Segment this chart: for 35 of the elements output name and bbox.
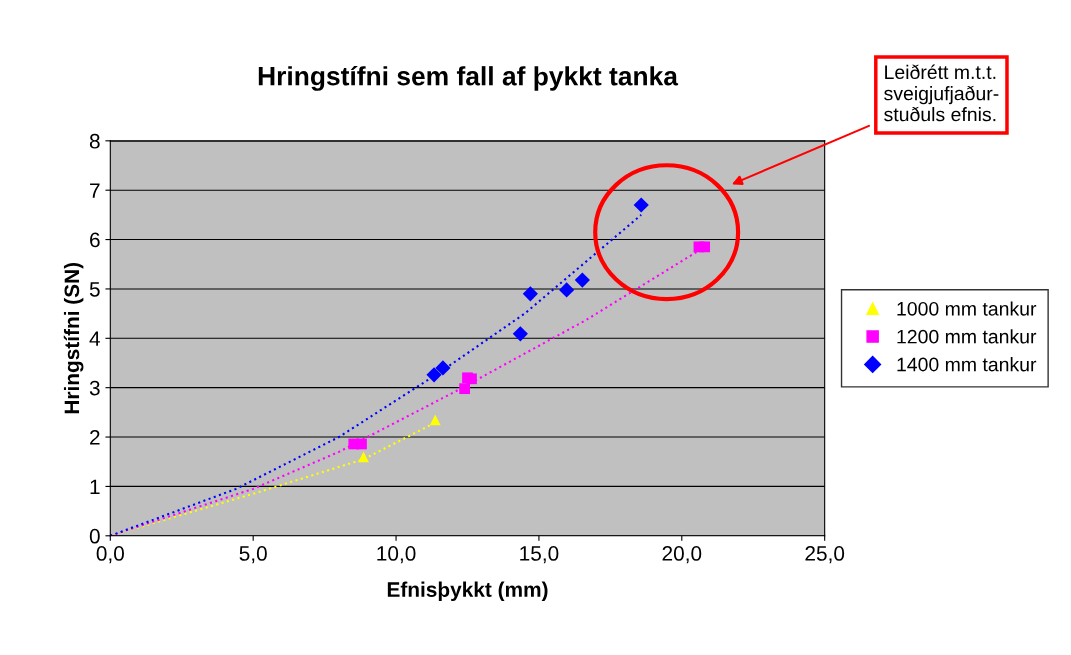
- point: [358, 451, 369, 463]
- x-axis-title: Efnisþykkt (mm): [387, 581, 548, 602]
- y-axis-title: Hringstífni (SN): [63, 262, 84, 414]
- y-tick-label: 3: [89, 380, 100, 396]
- x-tick-label: 10,0: [377, 546, 416, 564]
- text: Leiðrétt m.t.t. sveigjufjaður- stuðuls efnis.: [884, 64, 999, 122]
- point: [512, 326, 528, 342]
- x-tick-label: 25,0: [805, 546, 845, 564]
- point: [559, 282, 575, 298]
- point: [699, 241, 711, 253]
- x-tick-label: 5,0: [239, 546, 267, 564]
- point: [522, 286, 538, 302]
- y-tick-label: 6: [90, 232, 100, 248]
- point: [429, 414, 441, 426]
- point: [633, 197, 649, 213]
- x-tick-label: 20,0: [662, 546, 702, 564]
- y-tick-label: 1: [90, 479, 100, 494]
- legend-label: 1000 mm tankur: [897, 301, 1037, 316]
- y-tick-label: 2: [90, 430, 100, 445]
- x-tick-label: 15,0: [520, 546, 559, 564]
- point: [426, 367, 442, 383]
- legend-label: 1200 mm tankur: [897, 329, 1037, 344]
- point: [435, 360, 451, 376]
- x-tick-label: 0,0: [96, 546, 124, 564]
- point: [459, 383, 471, 395]
- y-tick-label: 5: [89, 282, 100, 297]
- y-tick-label: 0: [89, 528, 100, 544]
- y-tick-label: 4: [89, 331, 100, 346]
- point: [574, 272, 590, 288]
- y-tick-label: 7: [90, 183, 100, 198]
- legend-label: 1400 mm tankur: [897, 357, 1037, 372]
- point: [356, 438, 367, 450]
- y-tick-label: 8: [89, 133, 100, 149]
- point: [466, 373, 477, 385]
- chart-title: Hringstífni sem fall af þykkt tanka: [258, 65, 679, 91]
